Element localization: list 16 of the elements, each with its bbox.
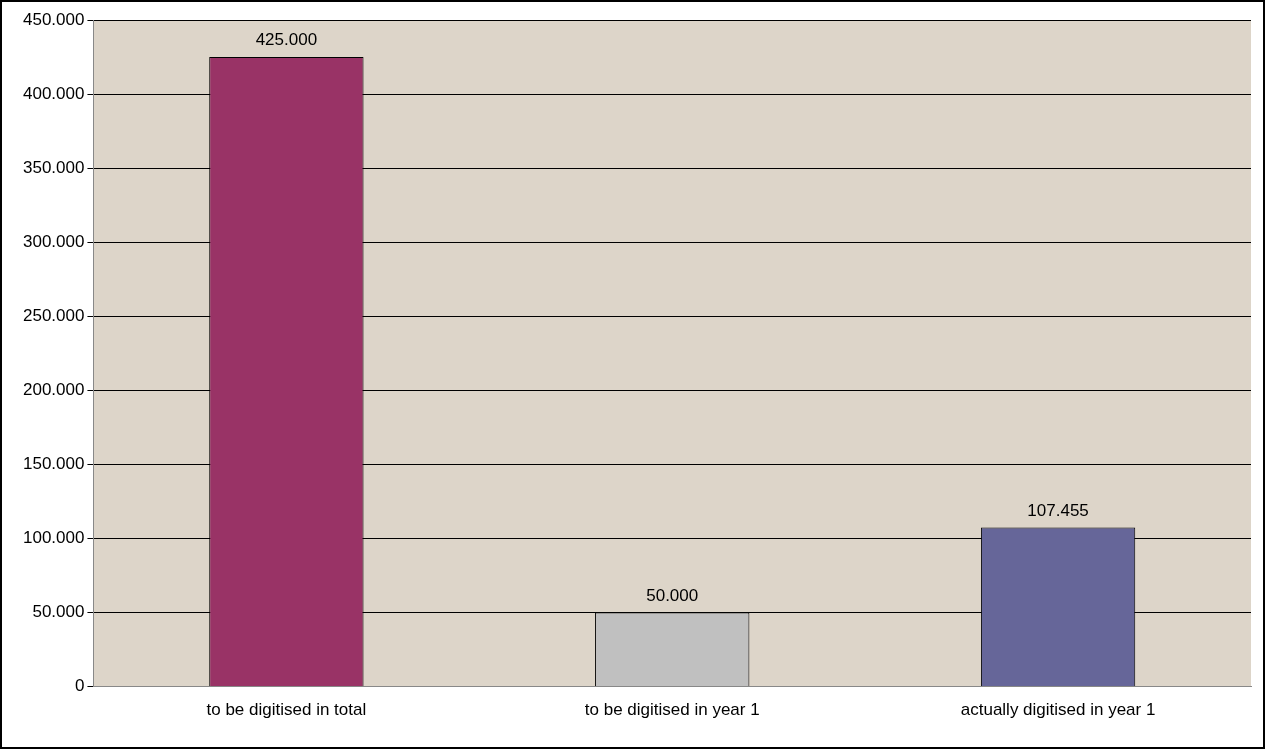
y-tick-label: 250.000 [23, 305, 85, 325]
y-tick-label: 300.000 [23, 231, 85, 251]
y-tick-label: 50.000 [32, 602, 85, 622]
y-tick-label: 350.000 [23, 157, 85, 177]
y-tick-label: 100.000 [23, 528, 85, 548]
data-label: 50.000 [646, 585, 699, 605]
x-tick-label: actually digitised in year 1 [960, 700, 1156, 720]
y-tick-label: 150.000 [23, 454, 85, 474]
y-tick-label: 400.000 [23, 83, 85, 103]
x-tick-label: to be digitised in year 1 [584, 700, 760, 720]
y-tick-label: 200.000 [23, 380, 85, 400]
data-label: 425.000 [255, 30, 318, 50]
data-label: 107.455 [1027, 500, 1089, 520]
y-tick-label: 0 [74, 676, 85, 696]
y-tick-label: 450.000 [23, 9, 85, 29]
x-tick-label: to be digitised in total [206, 700, 367, 720]
